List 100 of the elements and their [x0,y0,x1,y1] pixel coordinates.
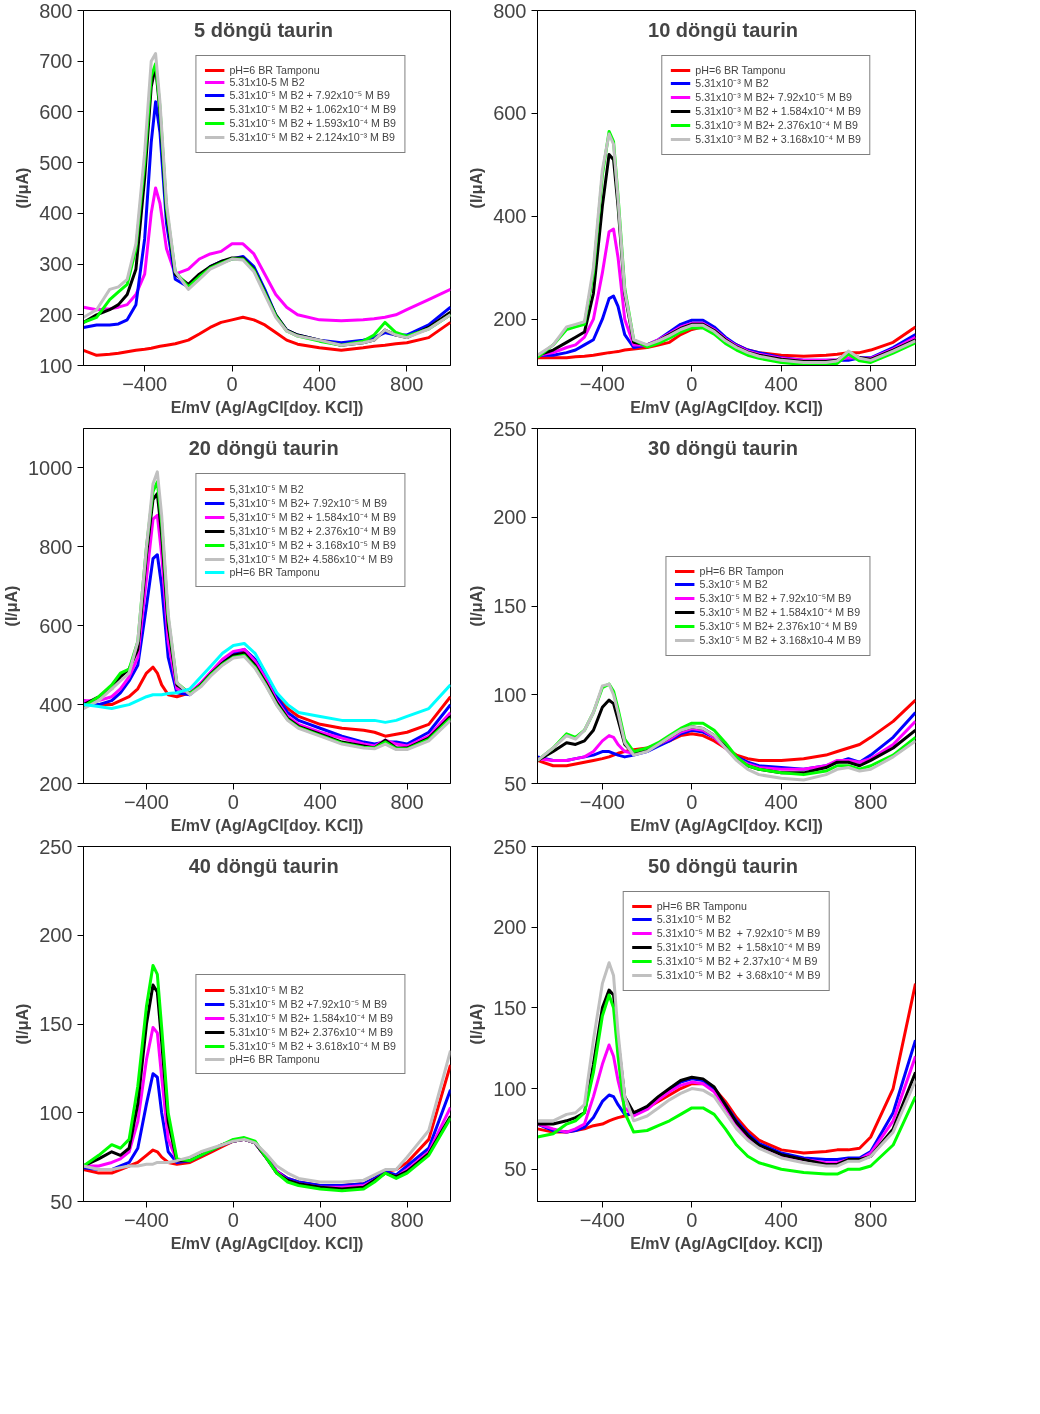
y-tick-label: 600 [39,100,73,123]
x-tick-label: 800 [854,1208,888,1231]
legend-label: 5.3x10⁻⁵ M B2 + 1.584x10⁻⁴ M B9 [699,604,861,619]
y-tick-label: 200 [493,506,527,529]
legend-label: 5.31x10⁻³ M B2 + 3.168x10⁻⁴ M B9 [695,132,861,146]
legend-label: 5.31x10⁻⁵ M B2 [229,982,304,997]
x-axis-title: E/mV (Ag/AgCl[doy. KCl]) [170,1234,364,1252]
legend-label: 5.31x10⁻⁵ M B2 + 1.58x10⁻⁴ M B9 [656,940,821,954]
y-tick-label: 50 [50,1190,73,1213]
y-tick-label: 400 [39,202,73,225]
x-tick-label: 0 [226,372,238,395]
x-tick-label: 400 [764,372,798,395]
chart-title: 20 döngü taurin [188,436,339,459]
legend-label: pH=6 BR Tamponu [656,900,747,912]
y-axis-title: (I/μA) [468,585,486,627]
chart-title: 30 döngü taurin [648,436,799,459]
legend-label: 5.31x10⁻⁵ M B2+ 1.584x10⁻⁴ M B9 [229,1010,394,1025]
legend-label: pH=6 BR Tampon [699,564,784,577]
x-tick-label: 0 [686,372,698,395]
legend-label: 5,31x10⁻⁵ M B2 + 3.168x10⁻⁵ M B9 [229,538,396,552]
x-axis-title: E/mV (Ag/AgCl[doy. KCl]) [170,398,364,416]
y-axis-title: (I/μA) [468,1003,486,1045]
legend-label: 5.3x10⁻⁵ M B2 + 3.168x10-4 M B9 [699,632,861,647]
chart-title: 40 döngü taurin [188,854,339,877]
x-tick-label: −400 [579,790,625,813]
x-tick-label: 800 [390,1208,424,1231]
y-tick-label: 200 [493,308,527,331]
legend-label: 5,31x10⁻⁵ M B2+ 7.92x10⁻⁵ M B9 [229,496,387,510]
x-axis-title: E/mV (Ag/AgCl[doy. KCl]) [630,398,823,416]
chart-title: 50 döngü taurin [648,854,799,877]
legend-label: 5.31x10-5 M B2 [229,76,305,88]
legend-label: pH=6 BR Tamponu [229,64,320,76]
legend-label: 5.31x10⁻⁵ M B2 + 3.68x10⁻⁴ M B9 [656,968,821,982]
y-tick-label: 100 [39,354,73,377]
x-tick-label: −400 [123,1208,170,1231]
y-tick-label: 600 [493,102,527,125]
legend-label: 5,31x10⁻⁵ M B2 + 2.376x10⁻⁴ M B9 [229,524,396,538]
x-tick-label: 0 [686,790,698,813]
legend-label: 5,31x10⁻⁵ M B2 [229,482,304,496]
legend-label: 5.31x10⁻⁵ M B2 + 1.062x10⁻⁴ M B9 [229,102,396,116]
x-tick-label: 0 [227,1208,239,1231]
legend-label: 5,31x10⁻⁵ M B2 + 1.584x10⁻⁴ M B9 [229,510,396,524]
y-tick-label: 800 [39,535,73,558]
y-tick-label: 200 [493,916,527,939]
y-tick-label: 150 [493,996,527,1019]
x-tick-label: 800 [390,790,424,813]
legend-label: 5.31x10⁻³ M B2 + 1.584x10⁻⁴ M B9 [695,104,861,118]
legend-label: 5,31x10⁻⁵ M B2+ 4.586x10⁻⁴ M B9 [229,552,394,566]
y-tick-label: 100 [39,1101,73,1124]
x-axis-title: E/mV (Ag/AgCl[doy. KCl]) [630,1234,823,1252]
legend-label: 5.31x10⁻⁵ M B2 [656,912,731,926]
x-tick-label: 800 [854,372,888,395]
y-tick-label: 400 [39,693,73,716]
y-tick-label: 800 [493,0,527,22]
legend-label: pH=6 BR Tamponu [695,64,786,76]
x-tick-label: 0 [686,1208,698,1231]
x-tick-label: −400 [122,372,168,395]
legend-label: 5.31x10⁻⁵ M B2 + 7.92x10⁻⁵ M B9 [656,926,821,940]
x-tick-label: 400 [764,790,798,813]
legend-label: 5.31x10⁻³ M B2+ 2.376x10⁻⁴ M B9 [695,118,859,132]
y-tick-label: 100 [493,683,527,706]
chart-title: 10 döngü taurin [648,18,799,41]
x-tick-label: 400 [303,1208,337,1231]
y-tick-label: 700 [39,50,73,73]
legend-label: 5.3x10⁻⁵ M B2 [699,577,768,591]
legend-label: 5.31x10⁻⁵ M B2 + 1.593x10⁻⁴ M B9 [229,116,396,130]
x-axis-title: E/mV (Ag/AgCl[doy. KCl]) [630,816,823,834]
x-tick-label: 800 [854,790,888,813]
y-tick-label: 250 [493,417,527,440]
legend-label: 5.31x10⁻⁵ M B2 + 3.618x10⁻⁴ M B9 [229,1038,396,1053]
legend-label: 5.31x10⁻³ M B2 [695,76,769,90]
y-tick-label: 250 [493,835,527,858]
y-axis-title: (I/μA) [14,1003,32,1045]
y-tick-label: 200 [39,772,73,795]
x-tick-label: 400 [302,372,337,395]
legend-label: 5.31x10⁻⁵ M B2 + 7.92x10⁻⁵ M B9 [229,88,390,102]
legend-label: 5.31x10⁻³ M B2+ 7.92x10⁻⁵ M B9 [695,90,852,104]
y-tick-label: 150 [493,595,527,617]
x-axis-title: E/mV (Ag/AgCl[doy. KCl]) [170,816,364,834]
y-tick-label: 100 [493,1077,527,1100]
x-tick-label: −400 [579,1208,625,1231]
y-tick-label: 1000 [28,456,73,479]
y-tick-label: 250 [39,835,73,858]
y-tick-label: 50 [504,1158,527,1181]
y-tick-label: 150 [39,1013,73,1035]
legend-label: 5.3x10⁻⁵ M B2+ 2.376x10⁻⁴ M B9 [699,618,858,633]
y-tick-label: 800 [39,0,73,22]
y-tick-label: 500 [39,151,73,174]
x-tick-label: 800 [390,372,424,395]
chart-title: 5 döngü taurin [194,18,333,41]
x-tick-label: −400 [123,790,170,813]
y-axis-title: (I/μA) [3,585,21,627]
legend-label: 5.31x10⁻⁵ M B2+ 2.376x10⁻⁴ M B9 [229,1024,394,1039]
legend-label: 5.3x10⁻⁵ M B2 + 7.92x10⁻⁵M B9 [699,590,852,605]
y-axis-title: (I/μA) [14,167,32,209]
y-tick-label: 400 [493,205,527,228]
y-tick-label: 200 [39,924,73,947]
legend-label: pH=6 BR Tamponu [229,566,320,578]
y-axis-title: (I/μA) [468,167,486,209]
y-tick-label: 50 [504,772,527,795]
